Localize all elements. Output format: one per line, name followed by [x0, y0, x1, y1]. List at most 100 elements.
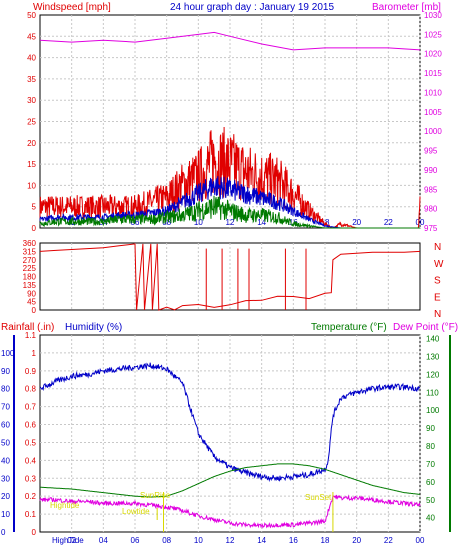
- humidity-tick-label: 0: [1, 528, 6, 537]
- windspeed-tick-label: 35: [27, 75, 36, 84]
- compass-label: S: [434, 276, 441, 287]
- wind-hour-tick-label: 10: [194, 218, 203, 227]
- direction-tick-label: 45: [27, 298, 36, 307]
- humidity-tick-label: 60: [1, 421, 10, 430]
- temperature-tick-label: 90: [426, 424, 435, 433]
- rh-series-line-1: [39, 463, 421, 498]
- direction-series-line-0: [39, 243, 421, 311]
- wind-hour-tick-label: 12: [226, 218, 235, 227]
- barometer-axis-title: Barometer [mb]: [372, 2, 441, 13]
- barometer-tick-label: 975: [424, 224, 438, 233]
- rh-hour-tick-label: 00: [416, 536, 425, 545]
- humidity-tick-label: 20: [1, 492, 10, 501]
- rh-hour-tick-label: 22: [384, 536, 393, 545]
- barometer-tick-label: 995: [424, 147, 438, 156]
- direction-tick-label: 90: [27, 289, 36, 298]
- humidity-axis-title: Humidity (%): [65, 322, 122, 333]
- windspeed-tick-label: 5: [32, 203, 37, 212]
- temperature-tick-label: 140: [426, 335, 440, 344]
- rainfall-tick-label: 0.2: [25, 492, 37, 501]
- windspeed-tick-label: 45: [27, 32, 36, 41]
- rh-hour-tick-label: 20: [352, 536, 361, 545]
- rainfall-tick-label: 0.5: [25, 438, 37, 447]
- wind-barometer-panel: 0510152025303540455097598098599099510001…: [27, 11, 442, 233]
- rainfall-tick-label: 1: [32, 349, 37, 358]
- temperature-axis-title: Temperature (°F): [311, 322, 387, 333]
- humidity-tick-label: 30: [1, 474, 10, 483]
- humidity-tick-label: 80: [1, 385, 10, 394]
- temperature-tick-label: 130: [426, 352, 440, 361]
- sunset-annotation: SunSet: [305, 493, 332, 502]
- rh-hour-tick-label: 14: [257, 536, 266, 545]
- windspeed-tick-label: 30: [27, 96, 36, 105]
- wind-hour-tick-label: 14: [257, 218, 266, 227]
- rainfall-tick-label: 0.1: [25, 510, 37, 519]
- rh-series-line-0: [39, 362, 421, 483]
- rh-hour-tick-label: 08: [162, 536, 171, 545]
- compass-label: W: [434, 259, 444, 270]
- direction-tick-label: 270: [23, 256, 37, 265]
- rainfall-tick-label: 0.6: [25, 421, 37, 430]
- windspeed-tick-label: 10: [27, 181, 36, 190]
- temperature-tick-label: 70: [426, 460, 435, 469]
- humidity-tick-label: 10: [1, 510, 10, 519]
- windspeed-tick-label: 15: [27, 160, 36, 169]
- rainfall-tick-label: 0.7: [25, 403, 37, 412]
- humidity-tick-label: 100: [1, 349, 15, 358]
- lowtide-annotation: Lowtide: [122, 507, 150, 516]
- rainfall-tick-label: 0.3: [25, 474, 37, 483]
- rh-hour-tick-label: 04: [99, 536, 108, 545]
- wind-series-line-2: [39, 195, 420, 229]
- rh-hour-tick-label: 12: [226, 536, 235, 545]
- wind-hour-tick-label: 20: [352, 218, 361, 227]
- wind-hour-tick-label: 22: [384, 218, 393, 227]
- barometer-tick-label: 1000: [424, 127, 442, 136]
- barometer-tick-label: 990: [424, 166, 438, 175]
- windspeed-tick-label: 50: [27, 11, 36, 20]
- temperature-tick-label: 60: [426, 478, 435, 487]
- wind-hour-tick-label: 00: [416, 218, 425, 227]
- temperature-tick-label: 80: [426, 442, 435, 451]
- direction-tick-label: 0: [32, 306, 37, 315]
- rainfall-tick-label: 0.9: [25, 367, 37, 376]
- rain-humidity-temp-panel: 010203040506070809010000.10.20.30.40.50.…: [1, 331, 451, 545]
- compass-label: E: [434, 292, 441, 303]
- rh-series-line-2: [39, 494, 421, 529]
- dewpoint-axis-title: Dew Point (°F): [393, 322, 458, 333]
- humidity-tick-label: 70: [1, 403, 10, 412]
- humidity-tick-label: 40: [1, 456, 10, 465]
- rainfall-tick-label: 1.1: [25, 331, 37, 340]
- rh-hour-tick-label: 02: [67, 536, 76, 545]
- barometer-tick-label: 1015: [424, 69, 442, 78]
- rainfall-tick-label: 0.8: [25, 385, 37, 394]
- barometer-tick-label: 1030: [424, 11, 442, 20]
- barometer-tick-label: 1010: [424, 88, 442, 97]
- barometer-tick-label: 985: [424, 185, 438, 194]
- direction-tick-label: 225: [23, 264, 37, 273]
- humidity-tick-label: 90: [1, 367, 10, 376]
- windspeed-tick-label: 20: [27, 139, 36, 148]
- windspeed-tick-label: 0: [32, 224, 37, 233]
- humidity-tick-label: 50: [1, 438, 10, 447]
- direction-tick-label: 180: [23, 273, 37, 282]
- barometer-tick-label: 1005: [424, 108, 442, 117]
- temperature-tick-label: 40: [426, 514, 435, 523]
- sunrise-annotation: SunRise: [140, 491, 171, 500]
- compass-label: N: [434, 242, 441, 253]
- temperature-tick-label: 50: [426, 496, 435, 505]
- windspeed-axis-title: Windspeed [mph]: [33, 2, 111, 13]
- graph-title: 24 hour graph day : January 19 2015: [170, 2, 334, 13]
- temperature-tick-label: 120: [426, 370, 440, 379]
- hightide-annotation: Hightide: [50, 501, 80, 510]
- temperature-tick-label: 100: [426, 406, 440, 415]
- rainfall-axis-title: Rainfall (.in): [1, 322, 54, 333]
- barometer-tick-label: 1025: [424, 30, 442, 39]
- rh-hour-tick-label: 18: [321, 536, 330, 545]
- barometer-tick-label: 1020: [424, 50, 442, 59]
- direction-tick-label: 135: [23, 281, 37, 290]
- direction-tick-label: 315: [23, 247, 37, 256]
- wind-hour-tick-label: 08: [162, 218, 171, 227]
- barometer-tick-label: 980: [424, 205, 438, 214]
- rainfall-tick-label: 0: [32, 528, 37, 537]
